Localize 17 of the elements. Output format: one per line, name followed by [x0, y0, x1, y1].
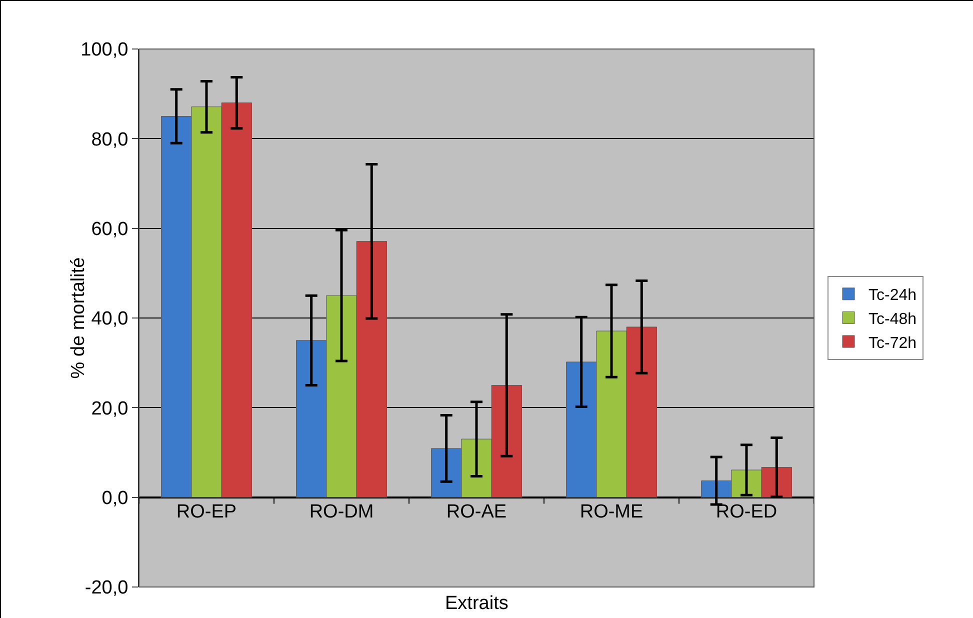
y-tick-label: 60,0: [91, 218, 128, 240]
legend-label: Tc-72h: [868, 334, 917, 352]
y-tick-label: -20,0: [84, 578, 128, 599]
y-tick-label: 0,0: [102, 488, 128, 509]
x-axis-title: Extraits: [445, 593, 508, 614]
y-axis-title: % de mortalité: [68, 257, 90, 379]
x-tick-label: RO-AE: [446, 501, 507, 522]
x-tick-label: RO-DM: [309, 501, 374, 522]
legend-label: Tc-24h: [868, 287, 917, 304]
x-tick-label: RO-ME: [580, 501, 644, 522]
y-tick-label: 20,0: [91, 398, 128, 420]
x-tick-label: RO-ED: [716, 501, 778, 522]
legend-label: Tc-48h: [868, 310, 917, 328]
x-tick-label: RO-EP: [176, 501, 237, 522]
y-tick-label: 100,0: [80, 40, 128, 61]
y-tick-label: 80,0: [91, 129, 128, 150]
y-tick-label: 40,0: [91, 308, 128, 330]
